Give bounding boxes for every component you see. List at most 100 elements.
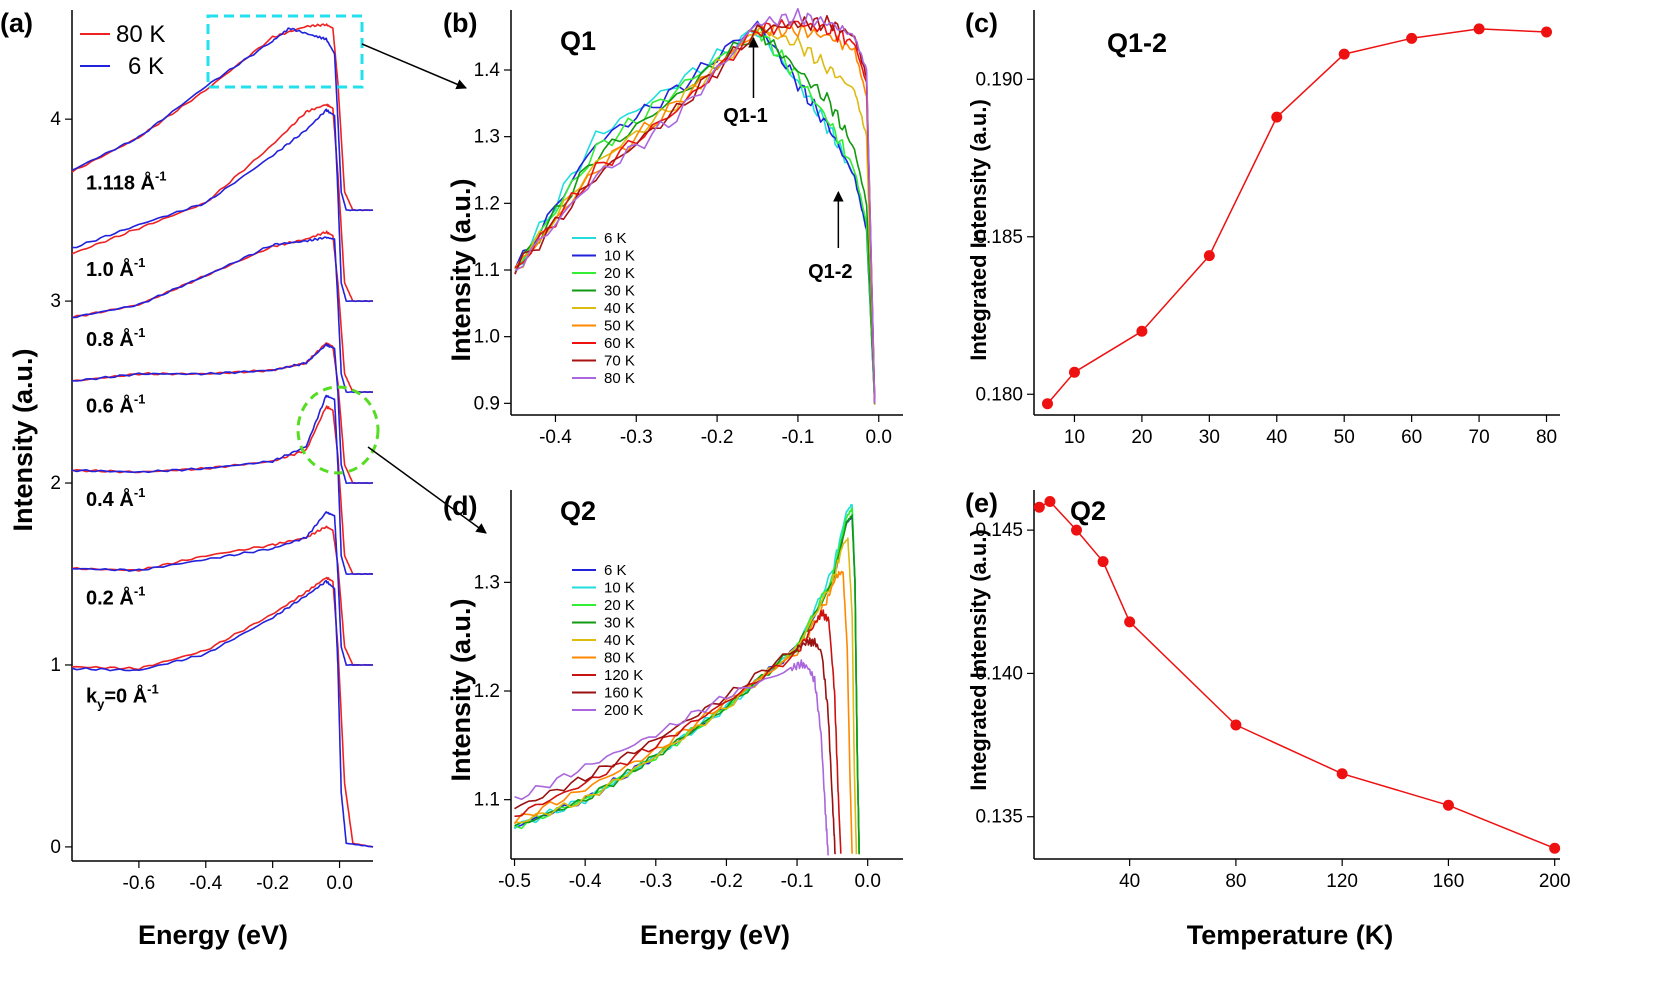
zoom-arrow-q2 xyxy=(367,446,487,534)
x-tick-label-a: -0.2 xyxy=(256,873,289,894)
legend-label-b-80-k: 80 K xyxy=(604,370,635,387)
series-line-b-70-k xyxy=(514,15,876,404)
series-line-d-200-k xyxy=(514,659,829,856)
curve-label-ky-0-4: 0.4 Å-1 xyxy=(86,485,145,511)
highlight-circle xyxy=(296,385,380,475)
x-tick-label-a: -0.6 xyxy=(123,873,156,894)
y-tick-label-a: 0 xyxy=(50,837,61,858)
legend-label-b-6-k: 6 K xyxy=(604,230,627,247)
legend-label-b-30-k: 30 K xyxy=(604,283,635,300)
x-tick-label-c: 10 xyxy=(1064,427,1085,448)
data-point-c xyxy=(1541,26,1553,38)
series-line-b-10-k xyxy=(514,20,876,404)
zoom-arrow-q1 xyxy=(361,43,467,90)
y-tick-label-a: 1 xyxy=(50,655,61,676)
data-point-c xyxy=(1271,111,1283,123)
series-line-b-60-k xyxy=(514,19,876,402)
data-point-e xyxy=(1549,842,1561,854)
series-line-b-50-k xyxy=(514,21,876,405)
y-tick-label-b: 1.0 xyxy=(474,327,500,348)
legend-label-b-70-k: 70 K xyxy=(604,353,635,370)
y-tick-label-a: 2 xyxy=(50,473,61,494)
legend-label-d-6-k: 6 K xyxy=(604,562,627,579)
x-tick-label-c: 30 xyxy=(1199,427,1220,448)
y-tick-label-b: 1.1 xyxy=(474,260,500,281)
legend-label-d-160-k: 160 K xyxy=(604,685,643,702)
x-tick-label-c: 50 xyxy=(1334,427,1355,448)
legend-label-b-60-k: 60 K xyxy=(604,335,635,352)
legend-label-d-120-k: 120 K xyxy=(604,667,643,684)
panel-b: (b) Q1 -0.4 -0.3 -0.2 -0.1 0.0 0.9 1.0 1.1 1.2 1.… xyxy=(443,7,903,448)
annotation-label-q1-1: Q1-1 xyxy=(723,105,767,127)
y-axis-label-e: Integrated Intensity (a.u.) xyxy=(966,529,991,791)
y-axis-label-b: Intensity (a.u.) xyxy=(446,178,476,361)
data-point-c xyxy=(1136,325,1148,337)
panel-a: (a) -0.6 -0.4 -0.2 0.0 0 1 2 3 4 1.118 Å-1 1.0 Å-1… xyxy=(0,8,487,950)
series-line-a-80-k-ky-0-8 xyxy=(71,230,373,394)
data-point-c xyxy=(1068,366,1080,378)
legend-label-b-20-k: 20 K xyxy=(604,265,635,282)
panel-label-a: (a) xyxy=(0,8,33,38)
y-tick-label-d: 1.2 xyxy=(474,681,500,702)
panel-d: (d) Q2 -0.5 -0.4 -0.3 -0.2 -0.1 0.0 1.1 1.2 1.3 6… xyxy=(443,490,903,950)
series-line-a-6-k-ky-0-4 xyxy=(71,394,374,576)
panel-label-c: (c) xyxy=(965,8,998,38)
x-tick-label-d: -0.4 xyxy=(569,871,602,892)
y-tick-label-e: 0.145 xyxy=(975,520,1023,541)
panel-title-b: Q1 xyxy=(560,26,596,56)
series-line-d-10-k xyxy=(513,503,860,854)
legend-label-d-200-k: 200 K xyxy=(604,702,643,719)
series-line-a-6-k-ky-0 xyxy=(71,579,374,848)
panel-label-b: (b) xyxy=(443,8,477,38)
panel-label-e: (e) xyxy=(965,488,998,518)
x-tick-label-c: 20 xyxy=(1131,427,1152,448)
legend-label-b-50-k: 50 K xyxy=(604,318,635,335)
y-tick-label-b: 0.9 xyxy=(474,393,500,414)
legend-label-d-20-k: 20 K xyxy=(604,597,635,614)
legend-label-d-80-k: 80 K xyxy=(604,650,635,667)
x-tick-label-b: -0.4 xyxy=(539,427,572,448)
x-axis-label-e: Temperature (K) xyxy=(1187,920,1394,950)
series-line-a-80-k-ky-0 xyxy=(71,576,374,848)
data-point-c xyxy=(1041,398,1053,410)
x-tick-label-e: 160 xyxy=(1433,871,1465,892)
series-line-a-80-k-ky-1-118 xyxy=(71,23,373,212)
curve-label-ky-0: ky=0 Å-1 xyxy=(86,682,159,712)
series-line-d-160-k xyxy=(514,637,836,855)
x-tick-label-b: -0.1 xyxy=(782,427,815,448)
data-point-c xyxy=(1473,23,1485,35)
data-point-e xyxy=(1124,616,1136,628)
panel-title-e: Q2 xyxy=(1070,496,1106,526)
data-point-e xyxy=(1071,524,1083,536)
data-point-c xyxy=(1338,48,1350,60)
x-tick-label-e: 40 xyxy=(1119,871,1140,892)
panel-title-c: Q1-2 xyxy=(1107,28,1167,58)
y-tick-label-c: 0.190 xyxy=(975,69,1023,90)
x-tick-label-a: 0.0 xyxy=(326,873,352,894)
y-tick-label-a: 4 xyxy=(50,109,61,130)
data-point-e xyxy=(1097,556,1109,568)
data-point-e xyxy=(1230,719,1242,731)
curve-label-ky-0-6: 0.6 Å-1 xyxy=(86,392,145,418)
x-tick-label-d: -0.5 xyxy=(498,871,531,892)
series-line-a-80-k-ky-0-2 xyxy=(71,525,374,667)
y-tick-label-d: 1.3 xyxy=(474,572,500,593)
legend-label-80k: 80 K xyxy=(116,21,165,48)
series-line-a-6-k-ky-0-8 xyxy=(71,236,373,394)
series-line-a-80-k-ky-0-4 xyxy=(71,405,374,576)
y-axis-label-a: Intensity (a.u.) xyxy=(8,348,38,531)
annotation-label-q1-2: Q1-2 xyxy=(808,261,852,283)
data-point-e xyxy=(1044,495,1056,507)
legend-a: 80 K 6 K xyxy=(80,21,165,80)
legend-label-d-40-k: 40 K xyxy=(604,632,635,649)
series-line-b-80-k xyxy=(514,7,876,404)
x-tick-label-e: 80 xyxy=(1225,871,1246,892)
series-line-e-q2 xyxy=(1038,500,1555,849)
x-tick-label-c: 60 xyxy=(1401,427,1422,448)
series-line-d-80-k xyxy=(513,570,853,854)
panel-title-d: Q2 xyxy=(560,496,596,526)
y-tick-label-c: 0.185 xyxy=(975,227,1023,248)
x-axis-label-d: Energy (eV) xyxy=(640,920,790,950)
panel-label-d: (d) xyxy=(443,491,477,521)
series-line-a-6-k-ky-1-0 xyxy=(71,108,374,303)
